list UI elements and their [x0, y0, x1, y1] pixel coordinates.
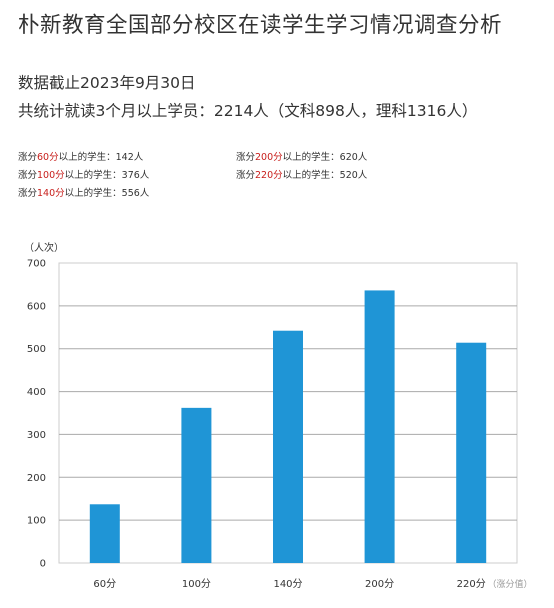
y-tick-label: 100	[27, 516, 46, 527]
y-tick-label: 400	[27, 387, 46, 398]
stat-highlight: 60分	[37, 152, 59, 163]
y-tick-label: 700	[27, 259, 46, 270]
stat-prefix: 涨分	[236, 170, 256, 181]
stat-prefix: 涨分	[18, 170, 38, 181]
stat-prefix: 涨分	[18, 188, 38, 199]
bar-4	[456, 342, 487, 563]
data-date: 数据截止2023年9月30日	[18, 74, 196, 92]
y-tick-label: 600	[27, 301, 46, 312]
x-tick-label: 100分	[182, 578, 211, 590]
y-axis-label: （人次）	[24, 241, 64, 254]
y-tick-label: 500	[27, 344, 46, 355]
stat-100: 涨分100分以上的学生：376人	[18, 167, 149, 181]
stat-suffix: 以上的学生：376人	[64, 170, 150, 181]
stat-200: 涨分200分以上的学生：620人	[236, 149, 367, 163]
stat-suffix: 以上的学生：556人	[64, 188, 150, 199]
stat-suffix: 以上的学生：620人	[282, 152, 368, 163]
page-title: 朴新教育全国部分校区在读学生学习情况调查分析	[18, 13, 503, 38]
x-tick-label: 220分	[457, 578, 486, 590]
stat-prefix: 涨分	[236, 152, 256, 163]
x-tick-label: 60分	[93, 578, 116, 590]
stat-suffix: 以上的学生：520人	[282, 170, 368, 181]
y-tick-label: 200	[27, 473, 46, 484]
y-tick-label: 0	[40, 559, 46, 570]
stat-highlight: 140分	[37, 188, 65, 199]
stat-220: 涨分220分以上的学生：520人	[236, 167, 367, 181]
x-tick-label: 200分	[365, 578, 394, 590]
bar-1	[181, 407, 212, 563]
bar-3	[364, 290, 395, 563]
y-tick-label: 300	[27, 430, 46, 441]
x-tick-label: 140分	[273, 578, 302, 590]
x-axis-label: （涨分值）	[487, 578, 532, 590]
stat-60: 涨分60分以上的学生：142人	[18, 149, 143, 163]
stat-140: 涨分140分以上的学生：556人	[18, 185, 149, 199]
stat-highlight: 220分	[255, 170, 283, 181]
stat-highlight: 100分	[37, 170, 65, 181]
bar-2	[273, 330, 303, 563]
stat-prefix: 涨分	[18, 152, 38, 163]
stat-highlight: 200分	[255, 152, 283, 163]
summary-text: 共统计就读3个月以上学员：2214人（文科898人，理科1316人）	[18, 102, 478, 120]
bar-0	[89, 504, 120, 563]
stat-suffix: 以上的学生：142人	[58, 152, 144, 163]
